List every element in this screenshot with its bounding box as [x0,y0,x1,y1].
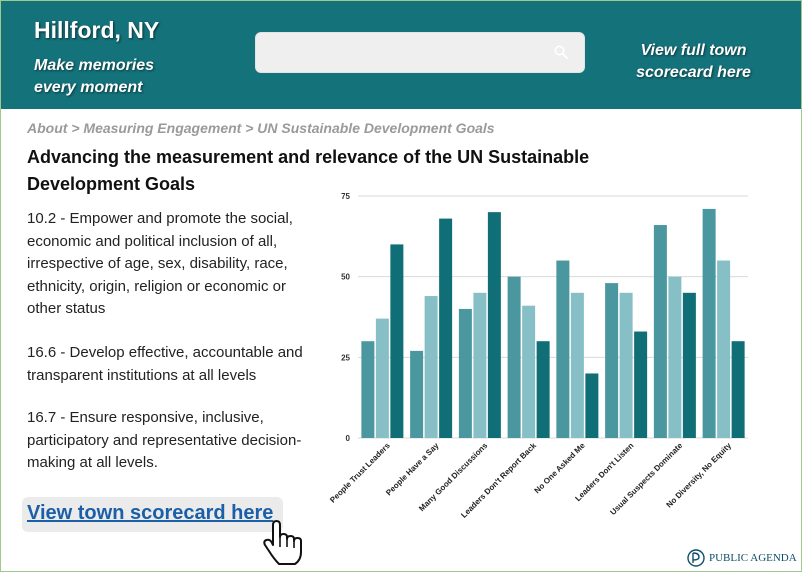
bar [653,225,667,438]
y-tick-label: 0 [346,434,351,443]
bar [717,260,731,438]
full-scorecard-link[interactable]: View full town scorecard here [636,42,751,81]
breadcrumb: About > Measuring Engagement > UN Sustai… [27,120,495,136]
y-tick-label: 50 [341,273,350,282]
y-tick-label: 25 [341,353,350,362]
bar [507,276,521,438]
goal-text-16-7: 16.7 - Ensure responsive, inclusive, par… [27,409,302,471]
site-header: Hillford, NY Make memories every moment … [1,1,801,109]
x-tick-label: No One Asked Me [533,441,588,496]
view-scorecard-label: View town scorecard here [27,502,274,524]
public-agenda-logo: PUBLIC AGENDA [687,549,797,569]
search-icon[interactable] [554,45,568,59]
bar [731,341,745,438]
breadcrumb-item-measuring-engagement[interactable]: Measuring Engagement [83,120,242,136]
bar [682,292,696,438]
breadcrumb-separator: > [241,120,258,136]
bar [668,276,682,438]
x-tick-label: People Have a Say [384,441,441,498]
bar [458,308,472,438]
view-scorecard-button[interactable]: View town scorecard here [22,497,283,532]
bar [375,318,389,438]
breadcrumb-separator: > [67,120,84,136]
bar [634,331,648,438]
bar [536,341,550,438]
goal-text-16-6: 16.6 - Develop effective, accountable an… [27,344,303,384]
bar [702,208,716,438]
bar [424,296,438,438]
bar [390,244,404,438]
town-tagline: Make memories every moment [34,57,155,96]
public-agenda-logo-icon [687,549,705,567]
bar [410,350,424,438]
town-name: Hillford, NY [34,17,160,43]
search-input[interactable] [255,32,585,73]
y-tick-label: 75 [341,192,350,201]
bar [605,283,619,438]
bar [522,305,536,438]
bar [570,292,584,438]
bar [556,260,570,438]
bar [487,212,501,438]
breadcrumb-item-about[interactable]: About [27,120,68,136]
bar [439,218,453,438]
goal-text-10-2: 10.2 - Empower and promote the social, e… [27,210,293,317]
x-tick-label: People Trust Leaders [328,441,392,505]
bar [619,292,633,438]
public-agenda-logo-text: PUBLIC AGENDA [709,552,797,564]
page-title: Advancing the measurement and relevance … [27,147,590,194]
breadcrumb-item-un-sdg[interactable]: UN Sustainable Development Goals [257,120,495,136]
bar [473,292,487,438]
bar [361,341,375,438]
bar [585,373,599,438]
hand-pointer-icon [263,520,302,565]
